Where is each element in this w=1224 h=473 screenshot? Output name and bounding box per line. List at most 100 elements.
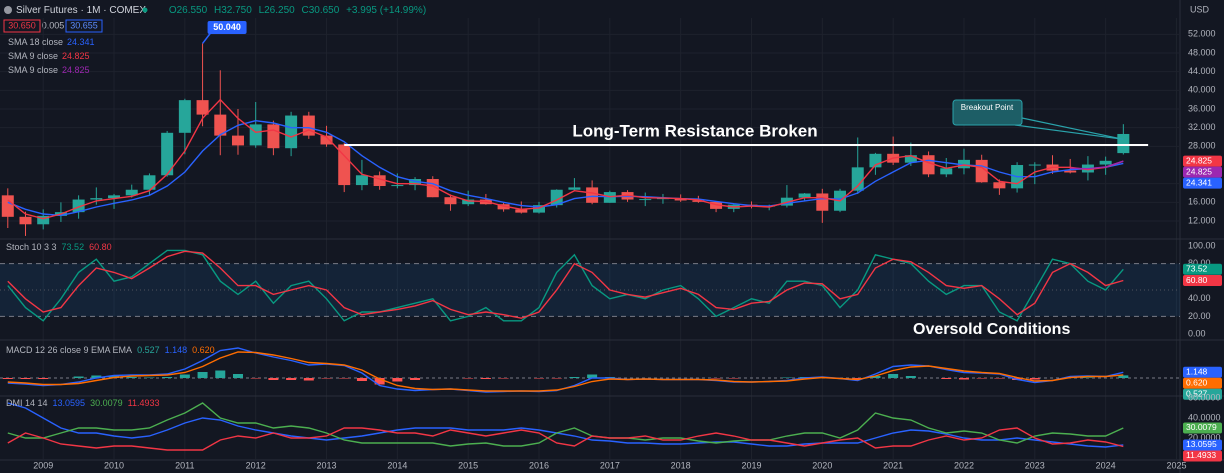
y-tick-label: 60.0000 [1188,392,1221,402]
ask-box[interactable] [65,19,103,33]
legend-item: SMA 9 close 24.825 [8,65,90,75]
histogram-bar [2,378,13,379]
legend-value: 60.80 [89,242,112,252]
callout-line [1014,124,1124,140]
histogram-bar [551,378,562,379]
y-tick-label: 80.00 [1188,258,1211,268]
spread: 0.005 [42,20,65,30]
callout-label: Breakout Point [961,103,1014,112]
candle-body [90,198,103,200]
candle-body [143,175,156,190]
histogram-bar [339,378,350,379]
y-tick-label: 44.000 [1188,66,1216,76]
symbol-icon [4,6,12,14]
histogram-bar [976,378,987,379]
axis-tag-label: 30.0079 [1186,422,1217,432]
y-tick-label: 20.00 [1188,311,1211,321]
annotation: Oversold Conditions [913,321,1070,338]
axis-tag [1183,388,1222,400]
y-tick-label: 16.000 [1188,197,1216,207]
series-line [7,351,1124,392]
x-tick-label: 2016 [529,460,549,470]
legend-value: 0.527 [137,345,160,355]
histogram-bar [728,378,739,379]
legend-item: SMA 18 close 24.341 [8,37,95,47]
candle-body [586,187,599,203]
y-tick-label: 28.000 [1188,141,1216,151]
axis-tag [1183,439,1222,451]
x-tick-label: 2015 [458,460,478,470]
histogram-bar [38,378,49,379]
candle-body [214,114,227,136]
peak-box [207,21,247,34]
legend-value: 24.341 [67,37,95,47]
x-tick-label: 2010 [104,460,124,470]
candle-body [993,182,1006,189]
histogram-bar [1082,377,1093,378]
histogram-bar [941,378,952,379]
axis-tag [1183,422,1222,434]
peak-pointer [201,32,212,44]
pane-title: MACD 12 26 close 9 EMA EMA [6,345,132,355]
candle-body [603,192,616,203]
axis-tag-label: 73.52 [1186,264,1208,274]
candle-body [1117,133,1130,154]
legend-value: 11.4933 [128,398,160,408]
series-line [7,250,1124,319]
chart-title: Silver Futures · 1M · COMEX [16,5,146,16]
y-tick-label: 40.00 [1188,293,1211,303]
x-tick-label: 2014 [387,460,407,470]
bid-box[interactable] [3,19,41,33]
histogram-bar [480,378,491,379]
callout-line [1021,117,1124,140]
axis-tag-label: 0.620 [1186,378,1208,388]
candle-body [1,195,14,217]
currency[interactable]: USD [1190,4,1210,14]
histogram-bar [144,377,155,378]
histogram-bar [781,377,792,378]
candle-body [692,200,705,202]
histogram-bar [215,370,226,378]
candle-body [922,155,935,175]
candle-body [196,100,209,115]
histogram-bar [587,374,598,378]
histogram-bar [91,375,102,378]
candle-body [568,187,581,190]
status-dot [142,7,148,13]
axis-tag [1183,155,1222,167]
histogram-bar [463,378,474,379]
pane-legend: MACD 12 26 close 9 EMA EMA 0.527 1.148 0.62… [6,345,215,355]
histogram-bar [870,376,881,378]
candle-body [355,175,368,186]
candle-body [940,168,953,175]
axis-tag-label: 24.341 [1186,177,1212,187]
series-line [7,402,1124,448]
x-tick-label: 2018 [671,460,691,470]
legend-name: SMA 9 close [8,65,58,75]
candle-body [178,100,191,133]
candle-body [798,193,811,198]
histogram-bar [268,378,279,380]
open: O26.550 [169,5,208,16]
series-line [1070,160,1124,170]
series-line [7,427,1124,451]
histogram-bar [179,374,190,378]
y-tick-label: 100.00 [1188,240,1216,250]
pane-legend: Stoch 10 3 3 73.52 60.80 [6,242,112,252]
histogram-bar [73,376,84,378]
candle-body [444,197,457,205]
y-tick-label: 40.000 [1188,85,1216,95]
histogram-bar [250,378,261,379]
series-line [7,119,1124,217]
axis-tag-label: 60.80 [1186,275,1208,285]
candle-body [904,155,917,163]
x-tick-label: 2011 [175,460,194,470]
x-tick-label: 2023 [1025,460,1045,470]
candle-body [674,198,687,201]
change: +3.995 (+14.99%) [346,5,426,16]
candle-body [108,195,121,199]
axis-tag-label: 24.825 [1186,166,1212,176]
pane-title: DMI 14 14 [6,398,48,408]
axis-tag [1183,450,1222,462]
